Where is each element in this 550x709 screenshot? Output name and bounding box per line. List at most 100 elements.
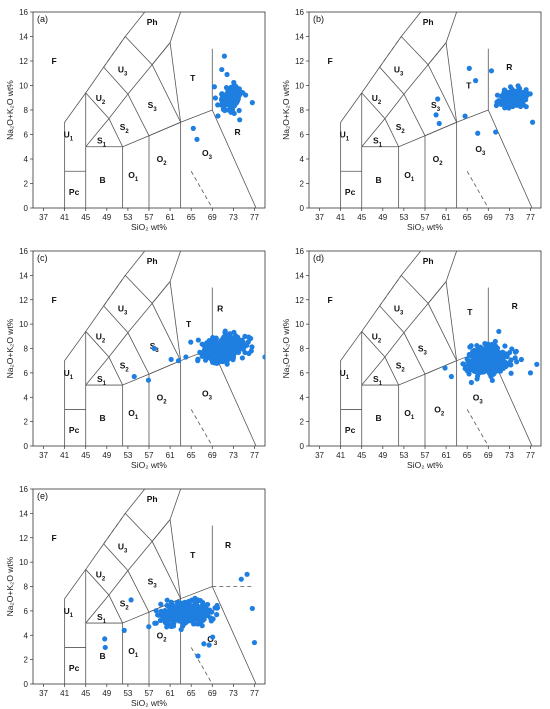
data-point [468,379,474,386]
field-boundary [445,42,458,123]
y-tick-label: 0 [24,204,29,213]
y-tick-label: 4 [24,631,29,640]
data-point [488,355,495,362]
data-point [497,359,503,365]
data-point [229,107,236,113]
field-boundary-dashed [103,36,126,68]
data-point [512,100,519,106]
data-point [470,362,476,369]
field-boundary-dashed [379,275,402,307]
y-tick-label: 0 [300,204,305,213]
data-point [162,619,168,626]
data-point [231,82,237,88]
x-tick-label: 49 [378,451,387,460]
x-tick-label: 77 [250,213,259,222]
field-label-u3: U3 [118,541,128,554]
data-point [497,368,504,374]
field-label-ph: Ph [147,17,158,27]
scatter-series [102,571,258,659]
field-boundary [85,251,182,386]
data-point [131,373,137,380]
data-point [201,641,207,647]
data-point [206,337,212,344]
data-point [206,642,212,648]
data-point [509,346,515,352]
data-point [168,623,174,630]
field-label-s3: S3 [418,344,428,357]
data-point [211,84,217,90]
x-tick-label: 41 [60,689,69,698]
field-label-u3: U3 [394,303,404,316]
data-point [205,601,211,608]
data-point [466,368,472,374]
field-label-b: B [100,175,106,185]
data-point [249,100,255,106]
y-tick-label: 10 [295,82,304,91]
data-point [230,88,237,94]
y-tick-label: 4 [24,155,29,164]
field-boundary [445,281,458,361]
x-tick-label: 37 [39,689,48,698]
x-tick-label: 73 [229,689,238,698]
data-point [190,125,196,131]
field-boundary [427,281,447,304]
y-tick-label: 8 [24,106,29,115]
field-label-pc: Pc [345,425,356,435]
data-point [224,71,230,78]
data-point [493,343,499,349]
y-tick-label: 6 [24,607,29,616]
field-label-o1: O1 [404,170,415,183]
field-boundary [103,66,150,208]
data-point [177,607,183,614]
field-label-b: B [100,413,106,423]
y-tick-label: 16 [19,8,28,17]
y-axis-title: Na₂O+K₂O wt% [281,318,291,378]
data-point [498,101,504,107]
data-point [193,610,200,616]
data-point [211,360,218,366]
data-point [158,601,164,607]
field-label-pc: Pc [69,425,80,435]
field-label-o3: O3 [473,392,484,405]
field-label-ph: Ph [423,17,434,27]
x-tick-label: 61 [166,213,175,222]
y-tick-label: 6 [300,369,305,378]
y-tick-label: 12 [295,296,304,305]
classification-lines [64,489,257,684]
data-point [435,96,441,102]
data-point [180,610,187,616]
data-point [221,53,227,59]
y-tick-label: 8 [24,583,29,592]
y-tick-label: 12 [19,296,28,305]
x-tick-label: 77 [250,689,259,698]
y-tick-label: 6 [300,131,305,140]
data-point [477,345,483,352]
field-boundary-dashed [379,36,402,68]
x-tick-label: 41 [336,451,345,460]
field-boundary-dashed [190,409,213,446]
data-point [467,358,473,365]
data-point [492,338,498,345]
data-point [502,343,508,349]
y-axis-title: Na₂O+K₂O wt% [281,80,291,140]
data-point [436,120,442,127]
y-axis-title: Na₂O+K₂O wt% [5,80,15,140]
field-label-t: T [190,550,196,560]
x-tick-label: 49 [102,451,111,460]
x-tick-label: 45 [357,213,366,222]
data-point [175,358,182,364]
x-tick-label: 73 [505,213,514,222]
x-tick-label: 77 [526,451,535,460]
field-label-o2: O2 [433,154,444,167]
field-boundary [64,489,146,684]
y-tick-label: 4 [24,393,29,402]
field-label-r: R [506,62,512,72]
x-tick-label: 69 [208,213,217,222]
data-point [213,340,219,346]
data-point [228,352,234,358]
field-label-u1: U1 [64,606,74,619]
field-boundary [424,360,457,375]
y-tick-label: 0 [24,442,29,451]
x-tick-label: 53 [399,451,408,460]
data-point [475,130,481,136]
